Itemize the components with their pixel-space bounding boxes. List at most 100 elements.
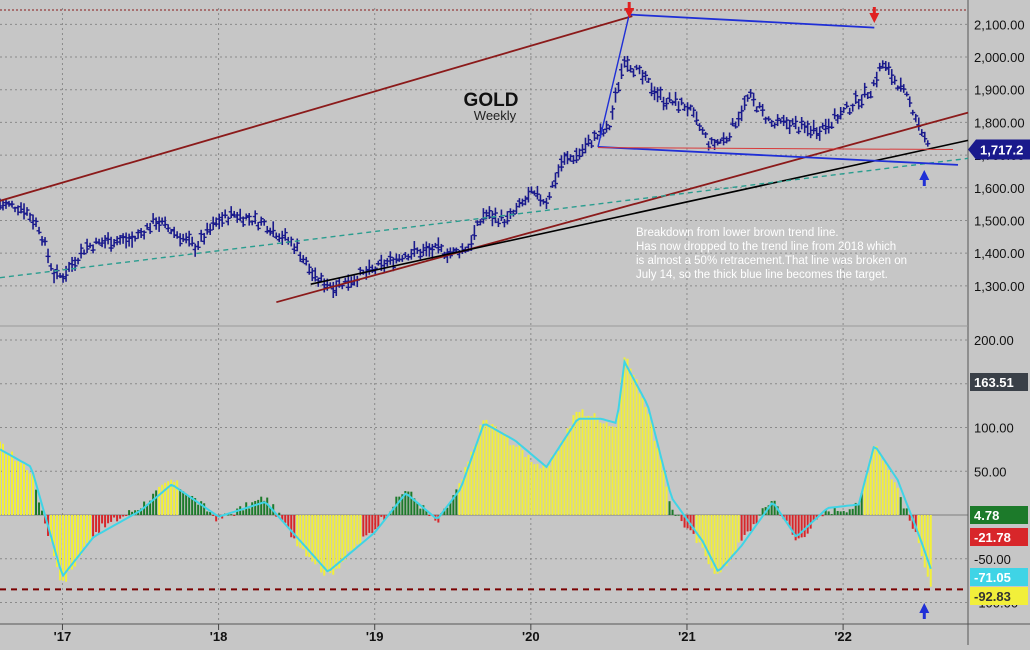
osc-bar [380, 515, 383, 517]
osc-bar [374, 515, 377, 530]
osc-signal-line [0, 358, 932, 578]
trend-dashed-teal [0, 157, 969, 279]
y-tick-label: 1,500.00 [974, 213, 1025, 228]
osc-bar [197, 504, 200, 515]
osc-bar [515, 446, 518, 515]
osc-bar [608, 426, 611, 515]
osc-bar [695, 515, 698, 544]
blue-arrow-top [919, 170, 930, 180]
osc-bar [617, 412, 620, 515]
osc-bar [170, 479, 173, 515]
osc-bar [332, 515, 335, 575]
osc-bar [587, 415, 590, 515]
osc-bar [467, 461, 470, 515]
osc-bar [140, 508, 143, 515]
osc-bar [428, 515, 431, 516]
osc-bar [260, 496, 263, 515]
osc-bar [371, 515, 374, 534]
osc-bar [833, 506, 836, 515]
osc-bar [926, 515, 929, 577]
osc-bar [584, 416, 587, 515]
osc-bar [623, 357, 626, 515]
osc-bar [338, 515, 341, 569]
osc-bar [719, 515, 722, 573]
osc-bar [566, 428, 569, 515]
osc-bar [464, 467, 467, 515]
osc-bar [404, 491, 407, 515]
osc-bar [14, 460, 17, 515]
osc-bar [863, 481, 866, 515]
osc-bar [890, 479, 893, 515]
osc-bar [512, 445, 515, 515]
osc-bar [287, 515, 290, 527]
osc-bar [560, 440, 563, 515]
y-tick-label: 1,300.00 [974, 279, 1025, 294]
osc-bar [908, 515, 911, 521]
osc-bar [479, 425, 482, 515]
osc-bar [554, 454, 557, 515]
osc-bar [872, 446, 875, 515]
osc-bar [761, 508, 764, 515]
osc-bar [698, 515, 701, 543]
osc-bar [152, 493, 155, 515]
osc-bar [668, 501, 671, 515]
osc-bar [146, 504, 149, 515]
osc-bar [518, 444, 521, 515]
osc-bar [383, 515, 386, 521]
osc-value-badge [970, 373, 1028, 391]
osc-bar [401, 494, 404, 515]
osc-bar [116, 515, 119, 522]
osc-bar [206, 511, 209, 515]
osc-bar [254, 500, 257, 515]
x-tick-label: '20 [522, 629, 540, 644]
osc-bar [551, 455, 554, 515]
blue-arrow-bottom [919, 603, 930, 613]
osc-bar [344, 515, 347, 560]
osc-bar [722, 515, 725, 565]
osc-bar [20, 462, 23, 515]
osc-bar [311, 515, 314, 562]
osc-value-label: -21.78 [974, 530, 1011, 545]
osc-bar [164, 482, 167, 515]
osc-bar [425, 510, 428, 515]
osc-bar [221, 515, 224, 519]
red-arrow-right [869, 13, 880, 23]
osc-bar [614, 427, 617, 515]
osc-bar [191, 495, 194, 515]
price-bars [0, 55, 931, 298]
osc-bar [62, 515, 65, 581]
osc-bar [842, 511, 845, 515]
osc-bar [884, 464, 887, 515]
osc-bar [689, 515, 692, 531]
x-tick-label: '19 [366, 629, 384, 644]
osc-bar [35, 489, 38, 515]
osc-bar [485, 419, 488, 515]
osc-bar [275, 515, 278, 517]
trend-blue-bottom [597, 146, 959, 166]
osc-bar [557, 450, 560, 515]
osc-bar [200, 501, 203, 515]
osc-bar [329, 515, 332, 574]
osc-bar [263, 500, 266, 515]
osc-bar [422, 505, 425, 515]
osc-bar [365, 515, 368, 536]
osc-bar [803, 515, 806, 538]
y-tick-label: 1,800.00 [974, 115, 1025, 130]
osc-bar [278, 512, 281, 515]
osc-bar [71, 515, 74, 570]
osc-bar [443, 508, 446, 515]
osc-bar [455, 489, 458, 515]
blue-arrow-bottom-stem [922, 612, 926, 619]
osc-bar [125, 515, 128, 516]
trend-blue-left [597, 14, 630, 148]
osc-bar [56, 515, 59, 568]
osc-bar [179, 489, 182, 515]
osc-bar [335, 515, 338, 569]
osc-bar [500, 434, 503, 515]
annotation-line: Breakdown from lower brown trend line. [636, 227, 839, 239]
trend-flat-red [597, 147, 954, 151]
osc-bar [905, 508, 908, 515]
osc-bar [113, 515, 116, 518]
